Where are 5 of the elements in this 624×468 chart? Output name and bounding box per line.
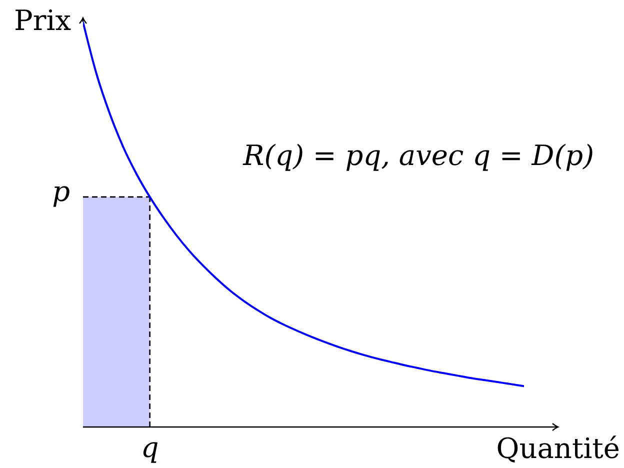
annotation: R(q) = pq, avec q = D(p)	[242, 139, 594, 172]
y-axis-title: Prix	[14, 4, 72, 37]
x-axis-title: Quantité	[496, 432, 620, 465]
text: q	[140, 431, 159, 464]
text: p	[52, 174, 70, 208]
